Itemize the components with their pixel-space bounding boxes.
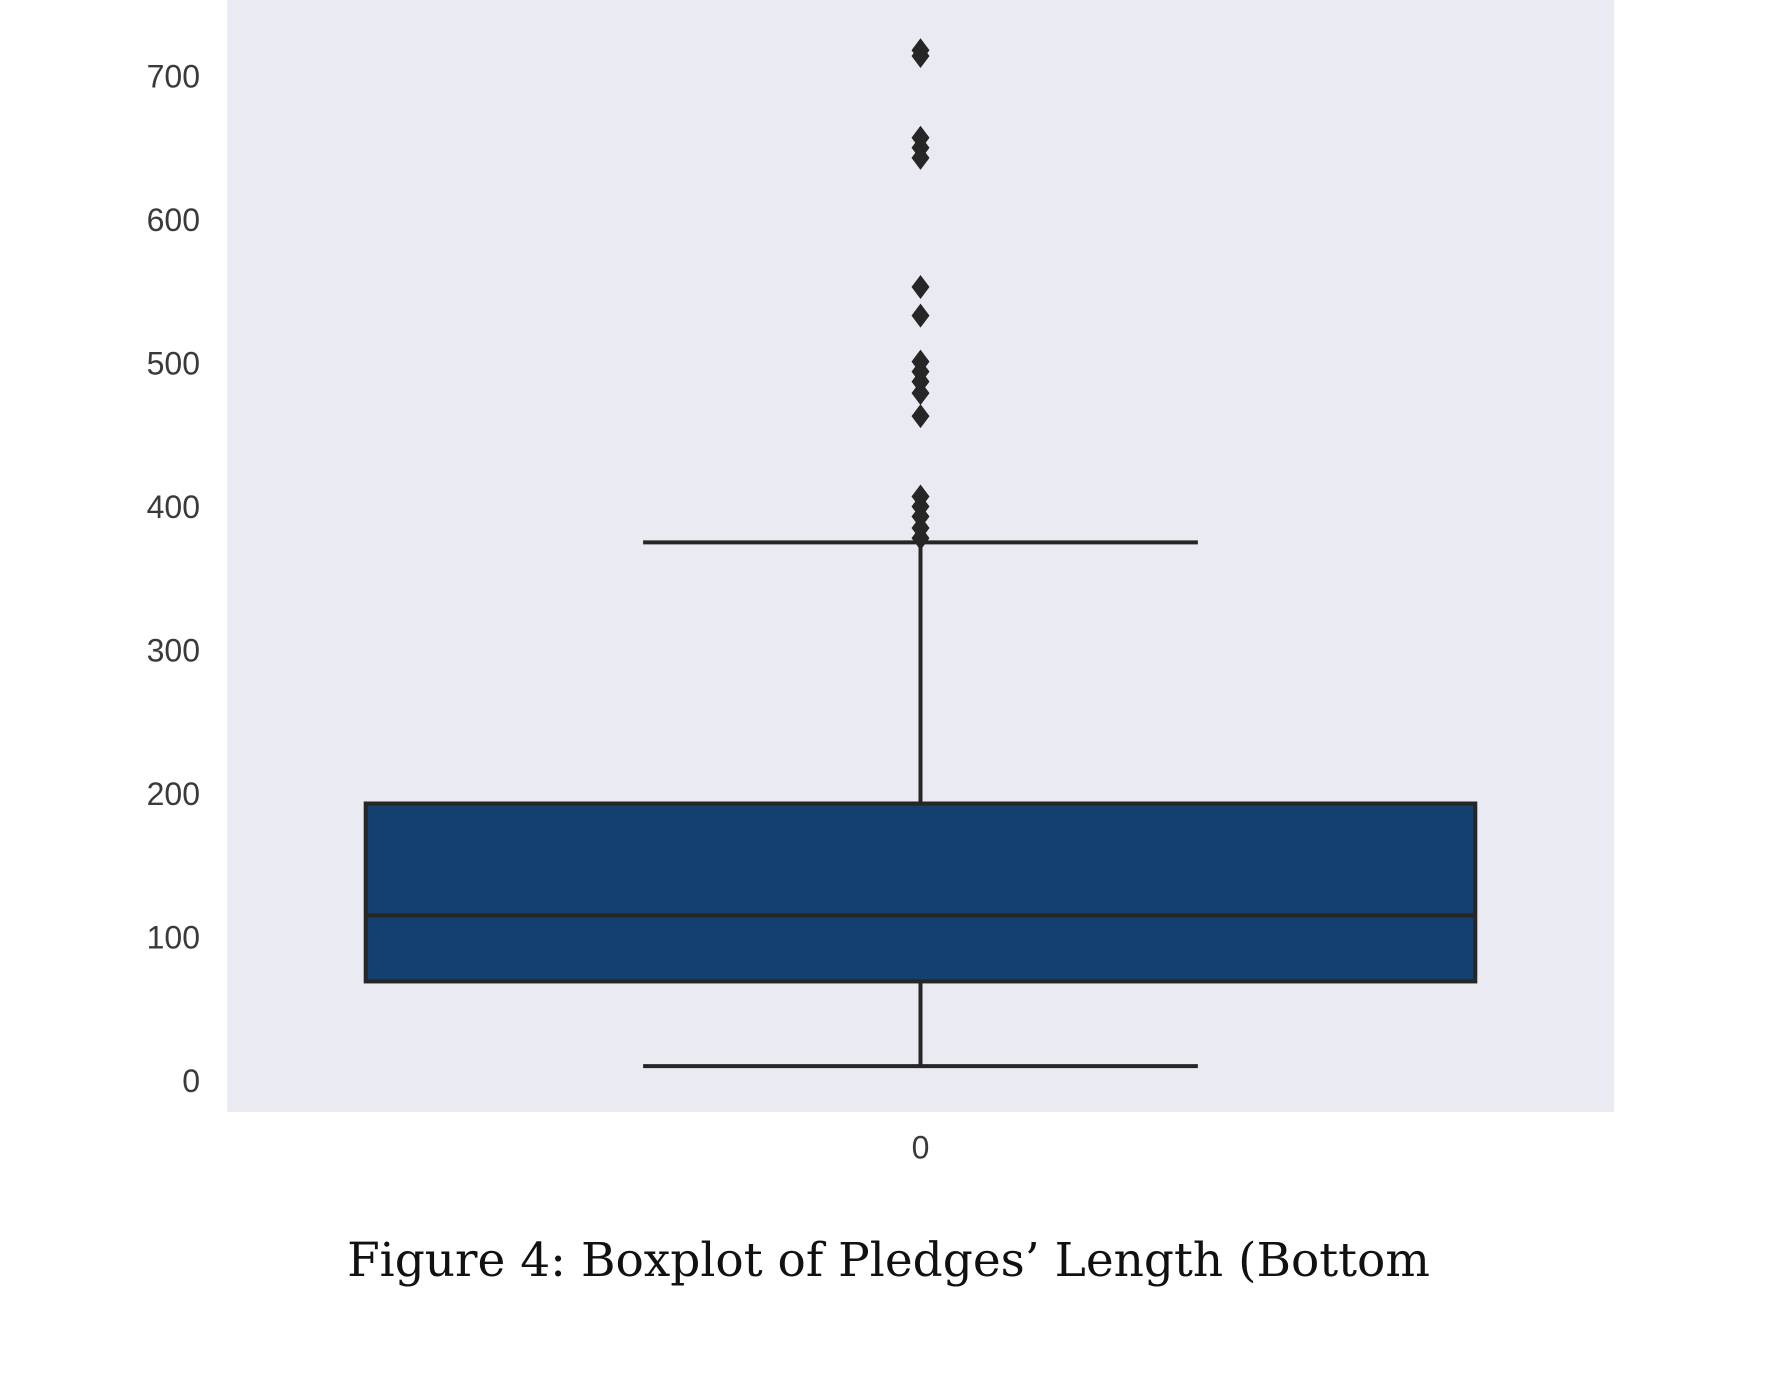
y-tick-label: 500	[147, 345, 200, 381]
y-tick-label: 400	[147, 489, 200, 525]
outlier-point	[911, 38, 930, 63]
y-tick-label: 200	[147, 776, 200, 812]
x-axis-ticks: 0	[912, 1129, 930, 1165]
iqr-box	[363, 801, 1478, 984]
outlier-point	[911, 125, 930, 150]
boxes	[363, 38, 1478, 1069]
outlier-point	[911, 274, 930, 299]
outlier-point	[911, 484, 930, 509]
figure-caption: Figure 4: Boxplot of Pledges’ Length (Bo…	[347, 1233, 1430, 1288]
x-tick-label: 0	[912, 1129, 930, 1165]
y-tick-label: 0	[182, 1063, 200, 1099]
box-group	[363, 38, 1478, 1069]
y-tick-label: 700	[147, 58, 200, 94]
outlier-point	[911, 303, 930, 328]
y-tick-label: 600	[147, 202, 200, 238]
outlier-point	[911, 404, 930, 429]
y-axis-ticks: 0 100 200 300 400 500 600 700	[147, 58, 200, 1098]
y-tick-label: 300	[147, 632, 200, 668]
outlier-point	[911, 349, 930, 374]
y-tick-label: 100	[147, 919, 200, 955]
